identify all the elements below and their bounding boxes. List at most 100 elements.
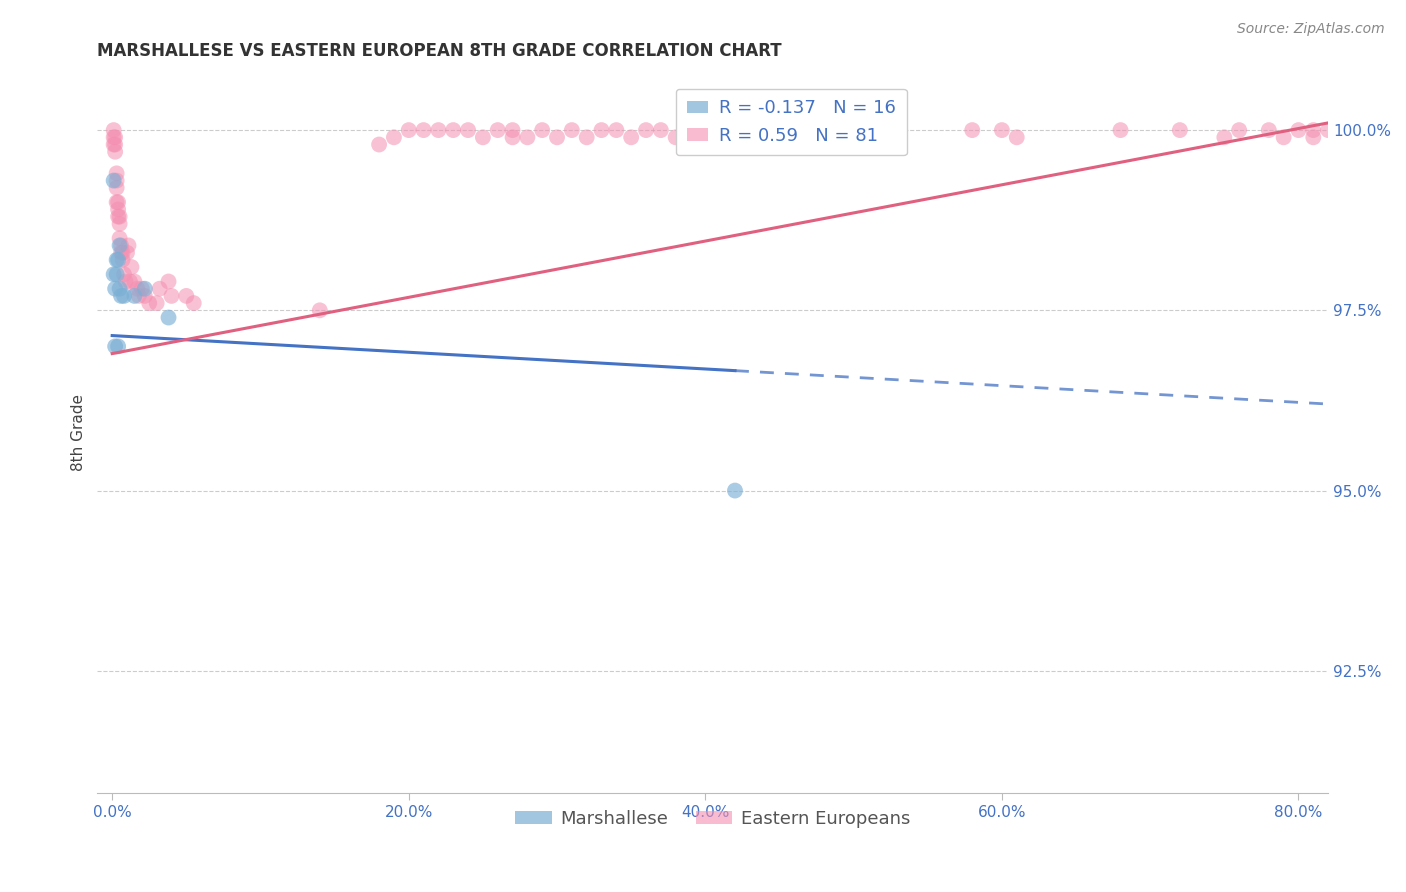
Point [105,267,128,281]
Point [1272,130,1295,145]
Point [575,130,598,145]
Point [108,217,131,231]
Text: Source: ZipAtlas.com: Source: ZipAtlas.com [1237,22,1385,37]
Point [104,282,127,296]
Point [108,210,131,224]
Point [111,252,134,267]
Point [110,238,132,252]
Point [105,166,128,180]
Point [124,289,146,303]
Point [104,137,127,152]
Point [1109,123,1132,137]
Point [634,123,657,137]
Y-axis label: 8th Grade: 8th Grade [72,394,86,471]
Point [398,123,420,137]
Point [858,123,880,137]
Point [117,238,139,252]
Point [605,123,627,137]
Point [1288,123,1310,137]
Point [382,130,405,145]
Point [105,173,128,187]
Point [650,123,672,137]
Point [108,282,131,296]
Point [103,137,125,152]
Point [105,252,128,267]
Point [546,130,568,145]
Point [561,123,583,137]
Point [502,123,524,137]
Point [107,202,129,217]
Point [157,310,180,325]
Point [107,339,129,353]
Point [441,123,464,137]
Point [183,296,205,310]
Point [128,289,150,303]
Point [1257,123,1279,137]
Point [531,123,554,137]
Point [108,231,131,245]
Point [104,145,127,159]
Point [108,238,131,252]
Point [842,123,865,137]
Point [111,245,134,260]
Point [502,130,524,145]
Point [112,267,135,281]
Point [1317,123,1340,137]
Point [591,123,613,137]
Point [1302,123,1324,137]
Point [176,289,198,303]
Point [695,123,717,137]
Point [412,123,434,137]
Point [724,123,747,137]
Point [991,123,1014,137]
Point [620,130,643,145]
Point [104,339,127,353]
Point [1302,130,1324,145]
Point [1168,123,1191,137]
Point [110,245,132,260]
Point [105,181,128,195]
Point [103,173,125,187]
Point [486,123,509,137]
Point [107,210,129,224]
Point [118,275,141,289]
Point [104,130,127,145]
Point [112,289,135,303]
Point [103,267,125,281]
Point [308,303,330,318]
Point [516,130,538,145]
Point [665,130,688,145]
Legend: Marshallese, Eastern Europeans: Marshallese, Eastern Europeans [508,802,917,835]
Point [960,123,983,137]
Point [457,123,479,137]
Point [427,123,450,137]
Point [131,282,153,296]
Point [1227,123,1250,137]
Point [145,296,167,310]
Point [679,123,702,137]
Point [1005,130,1028,145]
Point [368,137,391,152]
Point [149,282,172,296]
Point [157,275,180,289]
Point [114,275,136,289]
Point [738,130,761,145]
Point [124,275,146,289]
Point [134,282,156,296]
Text: MARSHALLESE VS EASTERN EUROPEAN 8TH GRADE CORRELATION CHART: MARSHALLESE VS EASTERN EUROPEAN 8TH GRAD… [97,42,782,60]
Point [107,252,129,267]
Point [138,296,160,310]
Point [103,130,125,145]
Point [160,289,183,303]
Point [471,130,494,145]
Point [105,195,128,210]
Point [1213,130,1236,145]
Point [754,123,776,137]
Point [107,195,129,210]
Point [115,245,138,260]
Point [127,282,149,296]
Point [120,260,142,274]
Point [134,289,156,303]
Point [724,483,747,498]
Point [110,289,132,303]
